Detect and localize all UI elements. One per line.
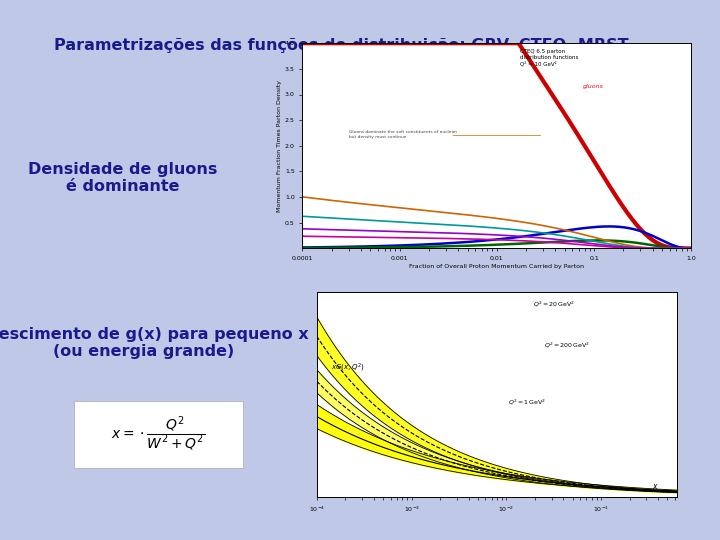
X-axis label: Fraction of Overall Proton Momentum Carried by Parton: Fraction of Overall Proton Momentum Carr… (409, 264, 585, 269)
Text: $Q^2 = 20\,\mathrm{GeV}^2$: $Q^2 = 20\,\mathrm{GeV}^2$ (533, 299, 575, 309)
Text: $x$: $x$ (652, 482, 658, 491)
Text: Gluons dominate the soft constituents of nucleon
but density must continue: Gluons dominate the soft constituents of… (349, 130, 457, 139)
Text: $Q^2 = 1\,\mathrm{GeV}^2$: $Q^2 = 1\,\mathrm{GeV}^2$ (508, 398, 546, 407)
Text: $xG(x,Q^2)$: $xG(x,Q^2)$ (331, 361, 365, 374)
Text: CTEQ 6.5 parton
distribution functions
Q² = 10 GeV²: CTEQ 6.5 parton distribution functions Q… (520, 49, 578, 66)
Text: gluons: gluons (582, 84, 603, 89)
Text: $Q^2 = 200\,\mathrm{GeV}^2$: $Q^2 = 200\,\mathrm{GeV}^2$ (544, 340, 590, 350)
Text: Crescimento de g(x) para pequeno x
(ou energia grande): Crescimento de g(x) para pequeno x (ou e… (0, 327, 309, 359)
Y-axis label: Momentum Fraction Times Parton Density: Momentum Fraction Times Parton Density (277, 80, 282, 212)
Text: $x = \cdot\dfrac{Q^2}{W^2 + Q^2}$: $x = \cdot\dfrac{Q^2}{W^2 + Q^2}$ (112, 414, 205, 453)
FancyBboxPatch shape (73, 401, 243, 468)
Text: Densidade de gluons
é dominante: Densidade de gluons é dominante (27, 162, 217, 194)
Text: Parametrizações das funções de distribuição: GRV, CTEQ, MRST, ...: Parametrizações das funções de distribui… (54, 38, 657, 53)
